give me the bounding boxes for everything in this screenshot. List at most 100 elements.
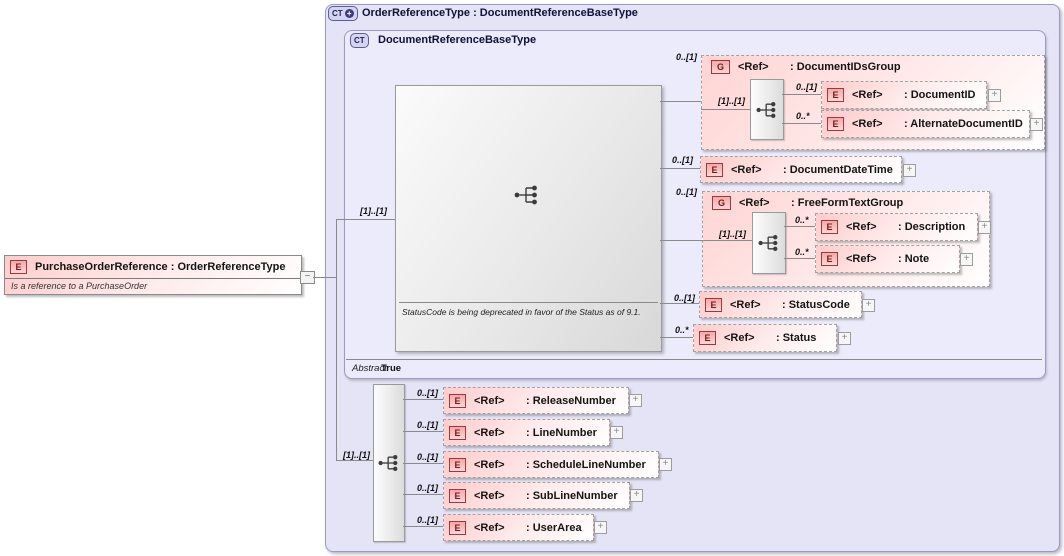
sequence-compositor[interactable] (752, 212, 786, 274)
sequence-icon (756, 101, 776, 118)
expand-button[interactable]: + (838, 332, 851, 345)
expand-button[interactable]: + (903, 164, 916, 177)
ct-badge-label: CT (354, 36, 365, 45)
expand-button[interactable]: + (629, 394, 642, 407)
expand-button[interactable]: + (988, 89, 1001, 102)
ref-keyword: <Ref> (852, 89, 883, 101)
element-badge: E (449, 393, 466, 408)
element-name: : LineNumber (526, 426, 597, 439)
connector-line (660, 303, 699, 304)
element-description[interactable]: E <Ref> : Description (815, 213, 978, 241)
connector-line (403, 463, 443, 464)
group-badge: G (712, 196, 731, 210)
cardinality-label: 0..[1] (417, 483, 439, 493)
deprecation-note: StatusCode is being deprecated in favor … (402, 307, 641, 317)
element-document-date-time[interactable]: E <Ref> : DocumentDateTime (700, 156, 902, 183)
element-line-number[interactable]: E <Ref> : LineNumber (443, 419, 610, 446)
cardinality-label: 0..[1] (417, 452, 439, 462)
expand-button[interactable]: + (594, 521, 607, 534)
element-document-id[interactable]: E <Ref> : DocumentID (821, 81, 987, 109)
cardinality-label: 0..[1] (417, 388, 439, 398)
element-schedule-line-number[interactable]: E <Ref> : ScheduleLineNumber (443, 451, 659, 478)
connector-line (660, 240, 702, 241)
ref-keyword: <Ref> (846, 253, 877, 265)
expand-button[interactable]: + (862, 299, 875, 312)
element-user-area[interactable]: E <Ref> : UserArea (443, 514, 594, 541)
element-alternate-document-id[interactable]: E <Ref> : AlternateDocumentID (821, 110, 1030, 138)
element-release-number[interactable]: E <Ref> : ReleaseNumber (443, 387, 629, 414)
note-separator (399, 302, 658, 303)
cardinality-label: 0..[1] (676, 52, 698, 62)
element-name: : Description (898, 221, 966, 233)
element-name: : Note (898, 253, 930, 265)
connector-line (403, 494, 443, 495)
ref-keyword: <Ref> (739, 197, 770, 209)
base-type-content-panel[interactable]: StatusCode is being deprecated in favor … (395, 85, 662, 352)
element-name: : DocumentDateTime (783, 163, 893, 176)
connector-line (660, 101, 701, 102)
ref-keyword: <Ref> (474, 521, 505, 534)
cardinality-label: 0..* (795, 247, 809, 257)
abstract-value: True (381, 363, 402, 374)
connector-line (784, 258, 815, 259)
abstract-label: Abstract (352, 363, 387, 374)
element-sub-line-number[interactable]: E <Ref> : SubLineNumber (443, 482, 630, 509)
cardinality-label: 0..[1] (417, 515, 439, 525)
element-badge: E (449, 520, 466, 535)
connector-line (702, 240, 752, 241)
element-note[interactable]: E <Ref> : Note (815, 245, 960, 273)
ref-keyword: <Ref> (724, 332, 755, 344)
element-badge: E (827, 88, 844, 102)
sequence-icon (378, 455, 398, 471)
ref-keyword: <Ref> (730, 298, 761, 311)
element-purchase-order-reference[interactable]: E PurchaseOrderReference : OrderReferenc… (4, 255, 302, 295)
expand-button[interactable]: + (610, 426, 623, 439)
group-badge: G (711, 60, 730, 74)
sequence-compositor[interactable] (750, 79, 784, 140)
element-badge: E (449, 457, 466, 472)
element-name: : UserArea (526, 521, 582, 534)
connector-line (313, 277, 336, 278)
element-name: : StatusCode (782, 298, 850, 311)
ref-keyword: <Ref> (846, 221, 877, 233)
extension-plus-icon: + (344, 9, 354, 18)
group-title-row: G <Ref> : FreeFormTextGroup (712, 196, 903, 210)
element-badge: E (706, 162, 723, 177)
element-name: : ScheduleLineNumber (526, 458, 646, 471)
expand-button[interactable]: + (630, 489, 643, 502)
element-badge: E (705, 297, 722, 312)
element-annotation: Is a reference to a PurchaseOrder (5, 278, 301, 294)
abstract-separator (346, 359, 1042, 360)
cardinality-label: 0..[1] (672, 155, 694, 165)
expand-button[interactable]: + (960, 253, 973, 266)
connector-line (403, 526, 443, 527)
connector-line (660, 337, 693, 338)
element-badge: E (449, 425, 466, 440)
element-title: PurchaseOrderReference : OrderReferenceT… (35, 261, 286, 273)
ref-keyword: <Ref> (474, 394, 505, 407)
element-status-code[interactable]: E <Ref> : StatusCode (699, 291, 862, 318)
element-badge: E (449, 488, 466, 503)
element-status[interactable]: E <Ref> : Status (693, 324, 837, 352)
inner-type-title: DocumentReferenceBaseType (378, 34, 537, 46)
ref-keyword: <Ref> (474, 489, 505, 502)
connector-line (701, 109, 750, 110)
element-name: : SubLineNumber (526, 489, 618, 502)
element-name: : DocumentID (904, 89, 976, 101)
cardinality-label: [1]..[1] (343, 450, 370, 460)
ref-keyword: <Ref> (731, 163, 762, 176)
group-name: : DocumentIDsGroup (790, 61, 901, 73)
connector-line (660, 168, 700, 169)
sequence-compositor[interactable] (373, 384, 405, 542)
ref-keyword: <Ref> (474, 426, 505, 439)
sequence-icon[interactable] (513, 183, 541, 207)
ct-badge-label: CT (332, 9, 343, 18)
ref-keyword: <Ref> (738, 61, 769, 73)
cardinality-label: 0..[1] (796, 82, 818, 92)
expand-button[interactable]: + (659, 458, 672, 471)
element-name: : AlternateDocumentID (904, 118, 1023, 130)
cardinality-label: 0..[1] (674, 293, 696, 303)
expand-button[interactable]: + (978, 221, 991, 234)
expand-button[interactable]: + (1030, 118, 1043, 131)
complex-type-badge: CT (350, 33, 369, 48)
